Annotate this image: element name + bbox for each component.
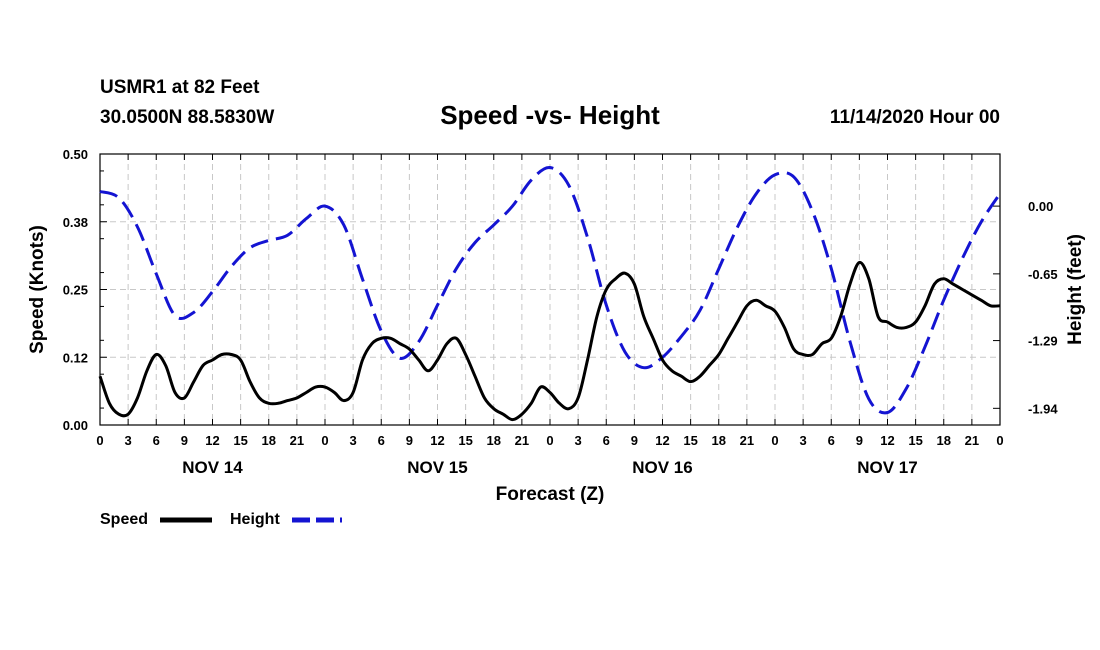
y-tick-label: 0.25 bbox=[63, 283, 88, 298]
x-tick-label: 21 bbox=[965, 433, 979, 448]
x-tick-label: 15 bbox=[458, 433, 472, 448]
chart-title: Speed -vs- Height bbox=[440, 100, 660, 130]
x-tick-label: 21 bbox=[740, 433, 754, 448]
x-tick-label: 0 bbox=[96, 433, 103, 448]
legend: Speed Height bbox=[100, 511, 342, 528]
day-label: NOV 15 bbox=[407, 458, 467, 477]
height-series-line bbox=[99, 165, 1002, 415]
x-tick-label: 3 bbox=[350, 433, 357, 448]
x-tick-label: 6 bbox=[378, 433, 385, 448]
x-tick-label: 18 bbox=[487, 433, 501, 448]
x-axis-title: Forecast (Z) bbox=[496, 484, 605, 505]
legend-height-label: Height bbox=[230, 511, 280, 528]
day-label: NOV 16 bbox=[632, 458, 692, 477]
x-tick-label: 21 bbox=[515, 433, 529, 448]
y2-tick-label: 0.00 bbox=[1028, 199, 1053, 214]
x-tick-label: 6 bbox=[603, 433, 610, 448]
x-tick-label: 21 bbox=[290, 433, 304, 448]
x-tick-label: 3 bbox=[125, 433, 132, 448]
day-label: NOV 14 bbox=[182, 458, 243, 477]
x-tick-label: 6 bbox=[828, 433, 835, 448]
legend-speed-label: Speed bbox=[100, 511, 148, 528]
x-tick-label: 9 bbox=[631, 433, 638, 448]
y2-tick-label: -0.65 bbox=[1028, 267, 1058, 282]
y-tick-label: 0.50 bbox=[63, 147, 88, 162]
x-tick-label: 0 bbox=[771, 433, 778, 448]
day-label: NOV 17 bbox=[857, 458, 917, 477]
y2-axis-title: Height (feet) bbox=[1065, 234, 1086, 345]
x-tick-label: 9 bbox=[406, 433, 413, 448]
x-tick-label: 9 bbox=[181, 433, 188, 448]
series-lines bbox=[98, 165, 1002, 422]
y2-tick-label: -1.94 bbox=[1028, 401, 1058, 416]
x-tick-label: 3 bbox=[800, 433, 807, 448]
y-axis-title: Speed (Knots) bbox=[27, 225, 48, 354]
x-tick-label: 15 bbox=[683, 433, 697, 448]
x-tick-label: 18 bbox=[937, 433, 951, 448]
axis-labels: 0 3 6 9 12 15 18 21 0 3 6 9 12 15 18 21 0 3 6 9 12 15 18 21 0 3 6 9… bbox=[63, 147, 1059, 477]
y-tick-label: 0.38 bbox=[63, 215, 88, 230]
forecast-timestamp: 11/14/2020 Hour 00 bbox=[829, 107, 1000, 128]
x-tick-label: 15 bbox=[908, 433, 922, 448]
x-tick-label: 0 bbox=[321, 433, 328, 448]
x-tick-label: 12 bbox=[655, 433, 669, 448]
x-tick-label: 18 bbox=[712, 433, 726, 448]
x-tick-label: 12 bbox=[430, 433, 444, 448]
x-tick-label: 6 bbox=[153, 433, 160, 448]
x-tick-label: 12 bbox=[205, 433, 219, 448]
x-tick-label: 3 bbox=[575, 433, 582, 448]
x-tick-label: 0 bbox=[996, 433, 1003, 448]
x-tick-label: 9 bbox=[856, 433, 863, 448]
x-tick-label: 18 bbox=[262, 433, 276, 448]
x-tick-label: 12 bbox=[880, 433, 894, 448]
axis-ticks bbox=[99, 153, 1001, 426]
x-tick-label: 0 bbox=[546, 433, 553, 448]
station-name: USMR1 at 82 Feet bbox=[100, 77, 260, 98]
y-tick-label: 0.12 bbox=[63, 350, 88, 365]
grid-lines bbox=[100, 154, 1000, 425]
y-tick-label: 0.00 bbox=[63, 418, 88, 433]
y2-tick-label: -1.29 bbox=[1028, 334, 1058, 349]
station-coordinates: 30.0500N 88.5830W bbox=[100, 107, 275, 128]
x-tick-label: 15 bbox=[233, 433, 247, 448]
speed-series-line bbox=[98, 260, 1001, 422]
